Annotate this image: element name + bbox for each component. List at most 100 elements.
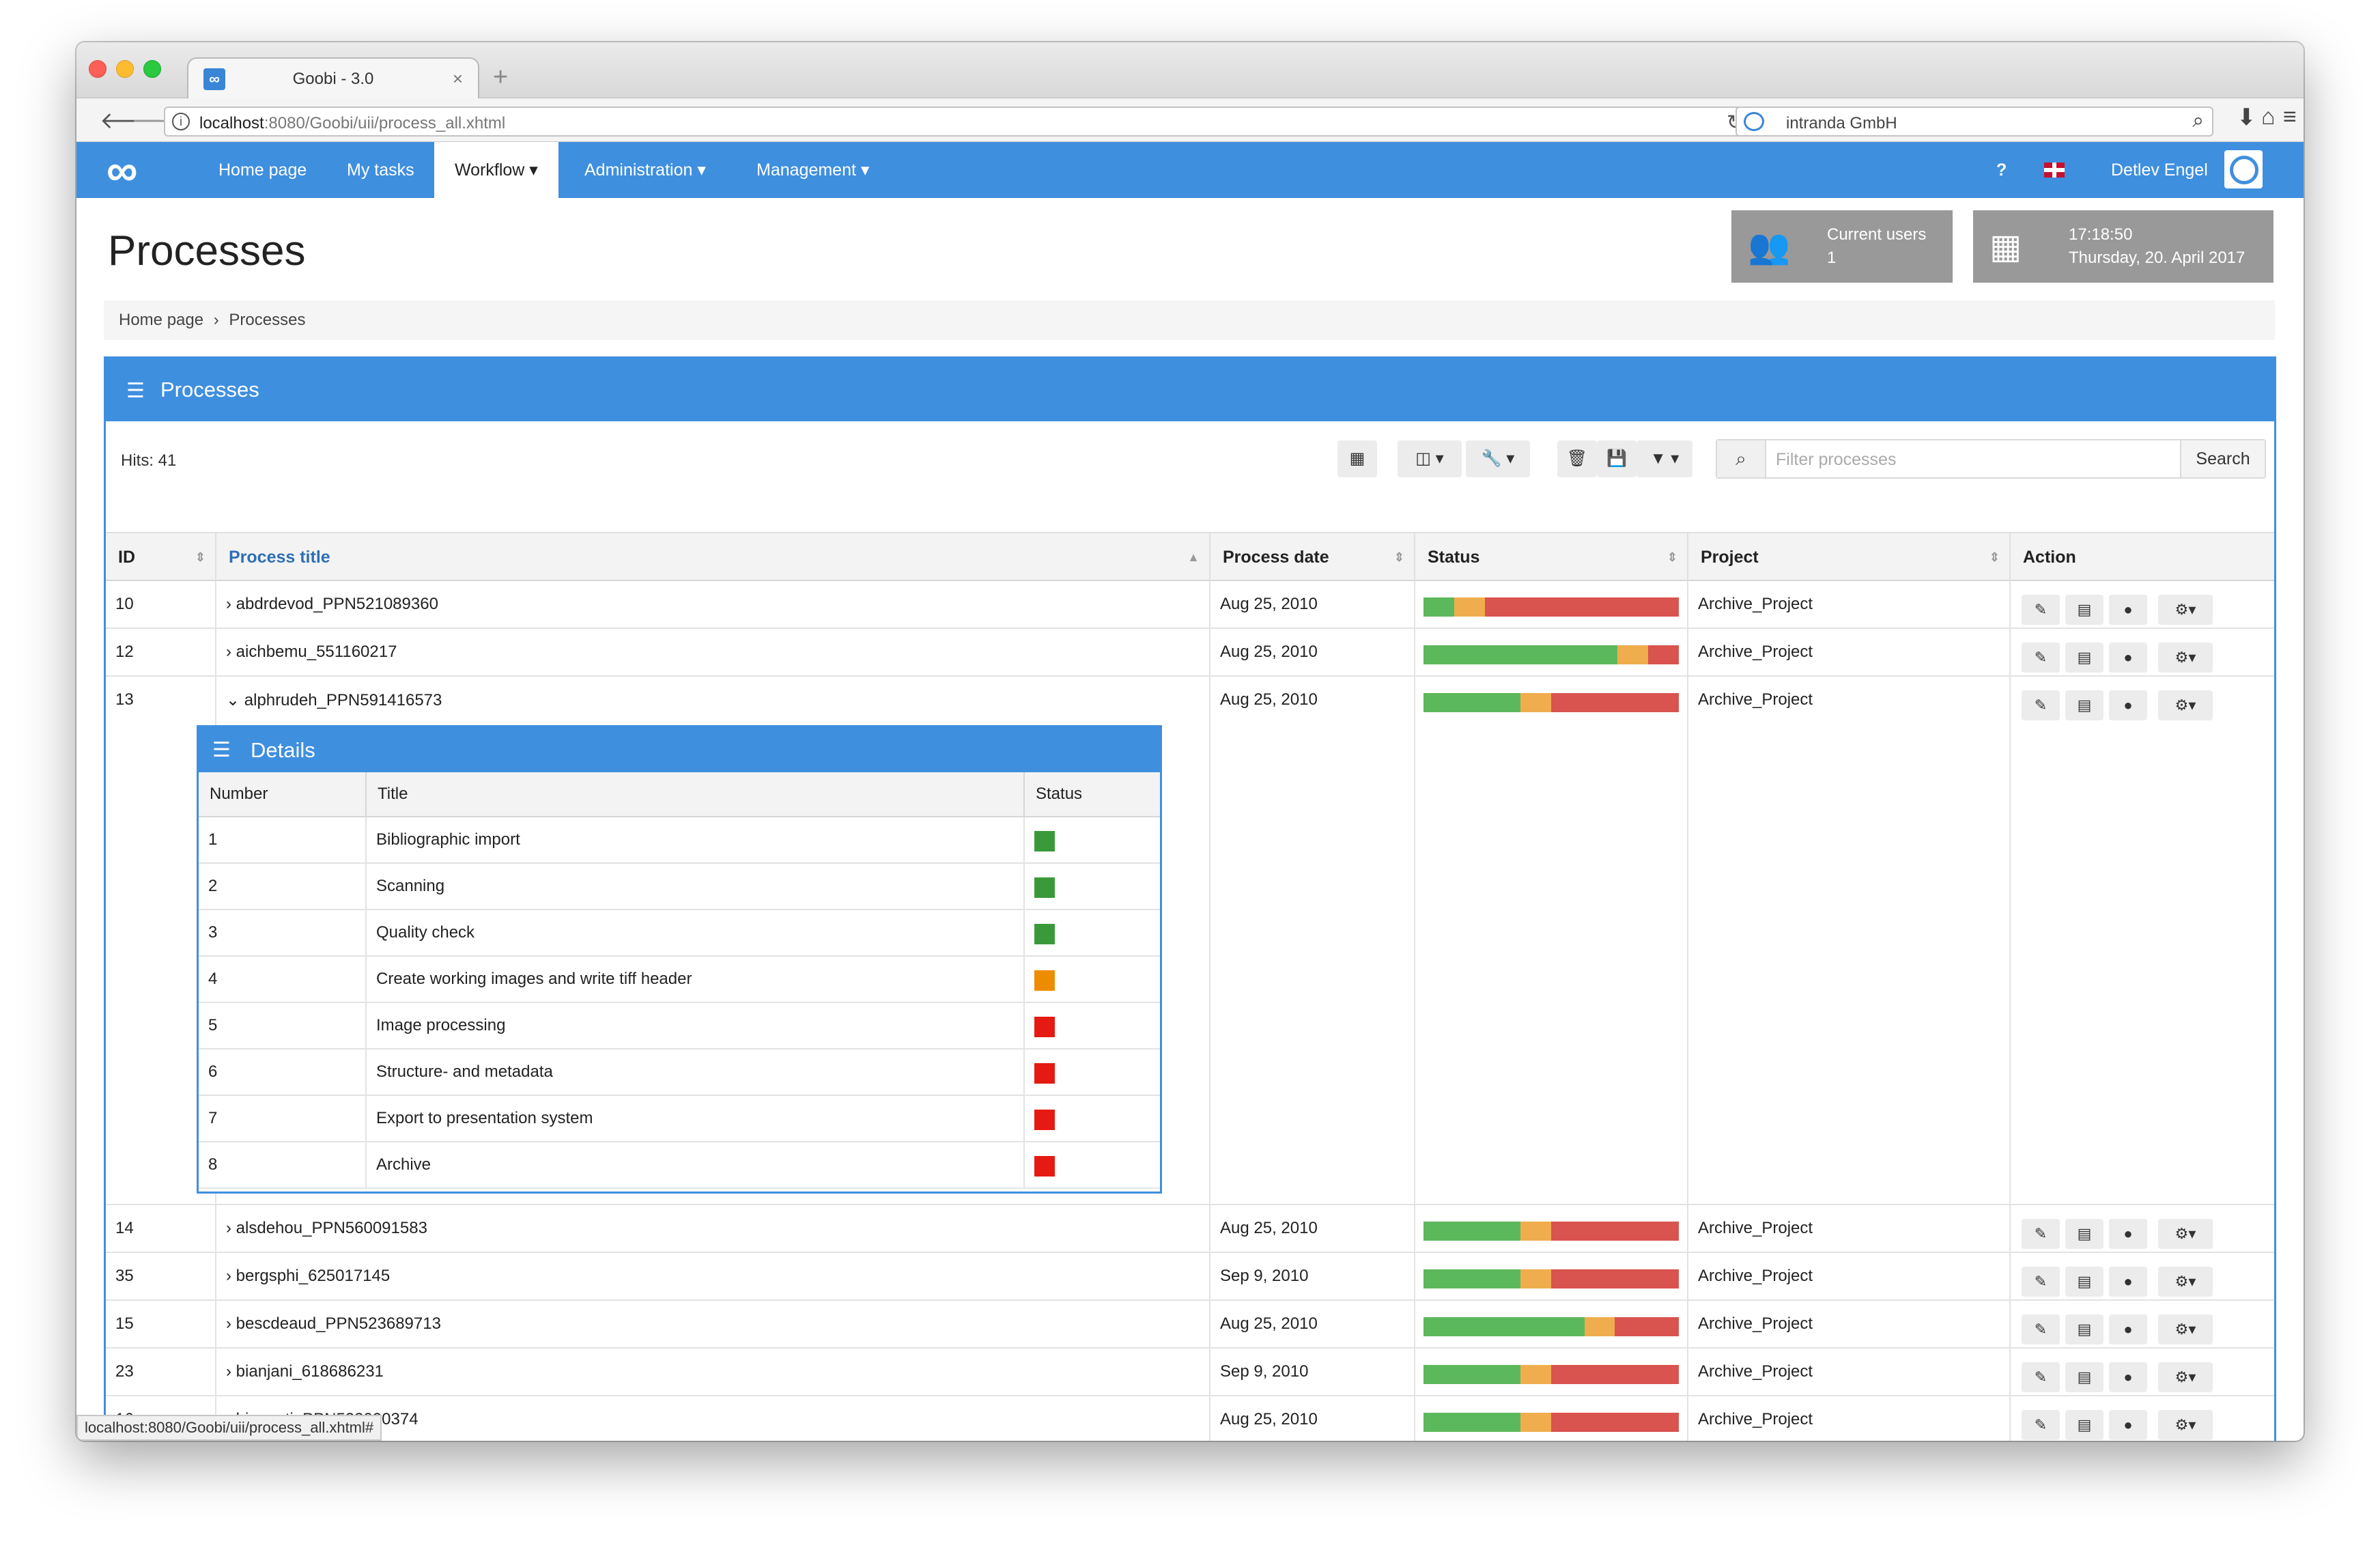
metadata-editor-icon[interactable]: ▤: [2065, 1362, 2103, 1392]
columns-toggle-button[interactable]: ◫ ▾: [1398, 440, 1462, 477]
column-header-id[interactable]: ID ⇕: [106, 533, 216, 581]
chevron-right-icon[interactable]: ›: [226, 1314, 236, 1333]
back-arrow-icon[interactable]: 🡐: [100, 108, 162, 134]
process-title[interactable]: › abdrdevod_PPN521089360: [216, 581, 1210, 628]
edit-icon[interactable]: ✎: [2022, 690, 2060, 720]
nav-workflow[interactable]: Workflow ▾: [434, 142, 558, 198]
open-globe-icon[interactable]: ●: [2109, 643, 2147, 673]
process-title-text[interactable]: aichbemu_551160217: [236, 643, 397, 661]
minimize-window-button[interactable]: [116, 60, 134, 78]
metadata-editor-icon[interactable]: ▤: [2065, 1219, 2103, 1249]
column-header-status[interactable]: Status ⇕: [1415, 533, 1688, 581]
filter-dropdown-button[interactable]: ▼ ▾: [1637, 440, 1692, 477]
delete-icon[interactable]: 🗑: [1557, 440, 1597, 477]
gear-icon[interactable]: ⚙▾: [2158, 1314, 2213, 1344]
process-title[interactable]: › bianjani_618686231: [216, 1349, 1210, 1395]
metadata-editor-icon[interactable]: ▤: [2065, 690, 2103, 720]
filter-input[interactable]: Filter processes: [1776, 450, 1897, 469]
new-tab-button[interactable]: +: [493, 63, 509, 91]
open-globe-icon[interactable]: ●: [2109, 1362, 2147, 1392]
browser-search-box[interactable]: intranda GmbH ⌕: [1736, 107, 2213, 137]
table-row[interactable]: 15 › bescdeaud_PPN523689713 Aug 25, 2010 Ar…: [106, 1301, 2274, 1349]
column-header-project[interactable]: Project ⇕: [1688, 533, 2011, 581]
gear-icon[interactable]: ⚙▾: [2158, 595, 2213, 625]
open-globe-icon[interactable]: ●: [2109, 1410, 2147, 1440]
process-title-text[interactable]: abdrdevod_PPN521089360: [236, 595, 438, 613]
table-row[interactable]: 23 › bianjani_618686231 Sep 9, 2010 Archive…: [106, 1349, 2274, 1396]
goobi-logo-icon[interactable]: ∞: [107, 145, 138, 195]
search-button[interactable]: Search: [2180, 440, 2265, 477]
gear-icon[interactable]: ⚙▾: [2158, 1267, 2213, 1297]
gear-icon[interactable]: ⚙▾: [2158, 690, 2213, 720]
edit-icon[interactable]: ✎: [2022, 1267, 2060, 1297]
home-icon[interactable]: ⌂: [2261, 104, 2276, 130]
process-title[interactable]: › aichbemu_551160217: [216, 629, 1210, 675]
url-bar[interactable]: i localhost:8080/Goobi/uii/process_all.x…: [164, 107, 1755, 137]
search-provider-icon[interactable]: [1744, 112, 1764, 131]
process-title[interactable]: › bergsphi_625017145: [216, 1253, 1210, 1299]
edit-icon[interactable]: ✎: [2022, 595, 2060, 625]
tab-close-icon[interactable]: ×: [452, 68, 463, 89]
nav-home-page[interactable]: Home page: [218, 160, 307, 180]
chevron-right-icon[interactable]: ›: [226, 1267, 236, 1285]
gear-icon[interactable]: ⚙▾: [2158, 1362, 2213, 1392]
process-title-text[interactable]: alphrudeh_PPN591416573: [244, 691, 442, 709]
chevron-right-icon[interactable]: ›: [226, 1362, 236, 1381]
process-title-text[interactable]: bescdeaud_PPN523689713: [236, 1314, 441, 1333]
gear-icon[interactable]: ⚙▾: [2158, 643, 2213, 673]
chevron-right-icon[interactable]: ›: [226, 595, 236, 613]
process-title-text[interactable]: bianjani_618686231: [236, 1362, 384, 1381]
chevron-right-icon[interactable]: ›: [226, 1219, 236, 1237]
open-globe-icon[interactable]: ●: [2109, 1267, 2147, 1297]
open-globe-icon[interactable]: ●: [2109, 690, 2147, 720]
edit-icon[interactable]: ✎: [2022, 1219, 2060, 1249]
table-row[interactable]: 10 › abdrdevod_PPN521089360 Aug 25, 2010 Ar…: [106, 581, 2274, 629]
open-globe-icon[interactable]: ●: [2109, 1219, 2147, 1249]
nav-management[interactable]: Management ▾: [756, 160, 870, 180]
breadcrumb-home[interactable]: Home page: [119, 311, 204, 329]
edit-icon[interactable]: ✎: [2022, 643, 2060, 673]
edit-icon[interactable]: ✎: [2022, 1362, 2060, 1392]
process-title[interactable]: ⌄ alphrudeh_PPN591416573: [216, 677, 1210, 1204]
metadata-editor-icon[interactable]: ▤: [2065, 1314, 2103, 1344]
process-title-text[interactable]: bergsphi_625017145: [236, 1267, 391, 1285]
process-title-text[interactable]: alsdehou_PPN560091583: [236, 1219, 427, 1237]
metadata-editor-icon[interactable]: ▤: [2065, 643, 2103, 673]
table-row[interactable]: 13 ⌄ alphrudeh_PPN591416573 Aug 25, 2010 Ar…: [106, 677, 2274, 1205]
table-row[interactable]: 16› biannoti_PPN523090374Aug 25, 2010Arc…: [106, 1396, 2274, 1441]
column-header-process-date[interactable]: Process date ⇕: [1210, 533, 1415, 581]
process-title[interactable]: › alsdehou_PPN560091583: [216, 1205, 1210, 1252]
table-row[interactable]: 12 › aichbemu_551160217 Aug 25, 2010 Archiv…: [106, 629, 2274, 677]
nav-my-tasks[interactable]: My tasks: [347, 160, 414, 180]
grid-view-button[interactable]: ▦: [1337, 440, 1377, 477]
open-globe-icon[interactable]: ●: [2109, 1314, 2147, 1344]
process-title[interactable]: › bescdeaud_PPN523689713: [216, 1301, 1210, 1347]
edit-icon[interactable]: ✎: [2022, 1314, 2060, 1344]
gear-icon[interactable]: ⚙▾: [2158, 1410, 2213, 1440]
browser-tab[interactable]: ∞ Goobi - 3.0 ×: [187, 57, 479, 100]
chevron-down-icon[interactable]: ⌄: [226, 691, 244, 709]
table-row[interactable]: 14 › alsdehou_PPN560091583 Aug 25, 2010 Arc…: [106, 1205, 2274, 1253]
info-icon[interactable]: i: [172, 113, 190, 130]
close-window-button[interactable]: [89, 60, 107, 78]
table-row[interactable]: 35 › bergsphi_625017145 Sep 9, 2010 Archive…: [106, 1253, 2274, 1301]
menu-icon[interactable]: ≡: [2283, 104, 2297, 130]
tools-button[interactable]: 🔧 ▾: [1466, 440, 1530, 477]
language-flag-icon[interactable]: [2044, 163, 2065, 178]
nav-administration[interactable]: Administration ▾: [584, 160, 706, 180]
downloads-icon[interactable]: ⬇: [2237, 104, 2256, 130]
user-name[interactable]: Detlev Engel: [2111, 160, 2208, 180]
chevron-right-icon[interactable]: ›: [226, 643, 236, 661]
search-icon[interactable]: ⌕: [2192, 109, 2204, 132]
metadata-editor-icon[interactable]: ▤: [2065, 1410, 2103, 1440]
current-users-tile[interactable]: 👥 Current users 1: [1731, 210, 1953, 283]
metadata-editor-icon[interactable]: ▤: [2065, 1267, 2103, 1297]
column-header-process-title[interactable]: Process title ▲: [216, 533, 1210, 581]
help-link[interactable]: ?: [1996, 160, 2007, 180]
metadata-editor-icon[interactable]: ▤: [2065, 595, 2103, 625]
edit-icon[interactable]: ✎: [2022, 1410, 2060, 1440]
open-globe-icon[interactable]: ●: [2109, 595, 2147, 625]
gear-icon[interactable]: ⚙▾: [2158, 1219, 2213, 1249]
save-icon[interactable]: 💾: [1597, 440, 1637, 477]
maximize-window-button[interactable]: [143, 60, 161, 78]
